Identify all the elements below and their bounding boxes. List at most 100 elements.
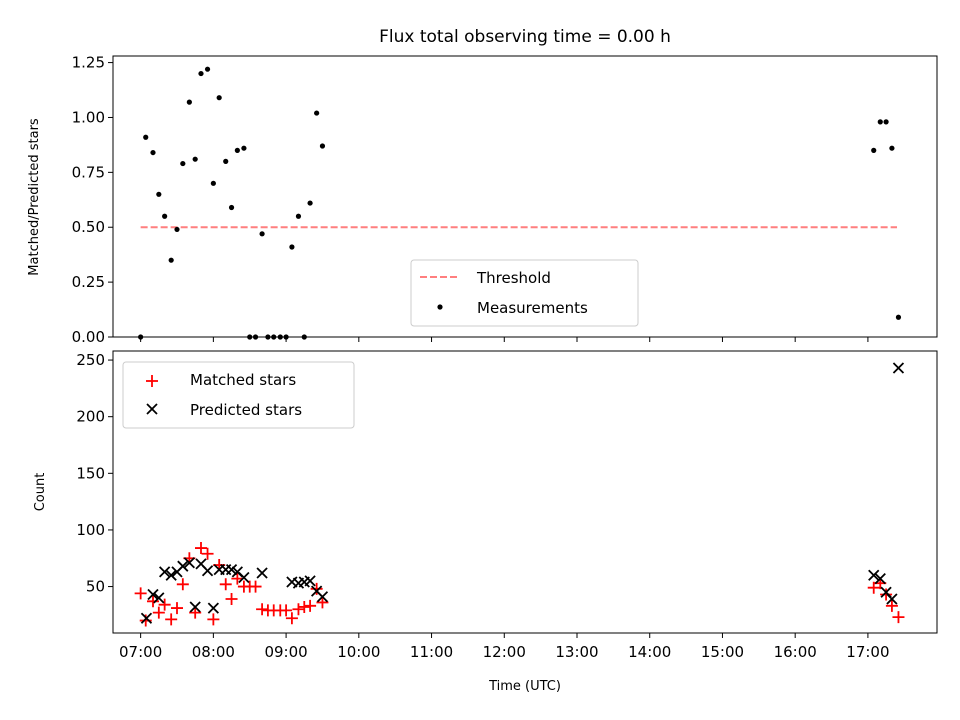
measurement-point xyxy=(192,156,198,162)
matched-stars-point xyxy=(316,596,329,609)
matched-stars-point xyxy=(158,598,171,611)
measurement-point xyxy=(277,334,283,340)
x-tick-label: 09:00 xyxy=(264,643,307,661)
measurement-point xyxy=(889,145,895,151)
measurement-point xyxy=(301,334,307,340)
x-tick-label: 10:00 xyxy=(337,643,380,661)
figure-title: Flux total observing time = 0.00 h xyxy=(379,27,671,47)
legend-measurements-label: Measurements xyxy=(477,299,588,317)
matched-stars-point xyxy=(152,606,165,619)
measurement-point xyxy=(168,257,174,263)
predicted-stars-point xyxy=(868,569,880,581)
matched-stars-point xyxy=(189,606,202,619)
measurement-point xyxy=(883,119,889,125)
legend-matched-label: Matched stars xyxy=(190,371,296,389)
matched-stars-point xyxy=(867,581,880,594)
matched-stars-point xyxy=(176,578,189,591)
measurement-point xyxy=(252,334,259,340)
x-tick-label: 15:00 xyxy=(701,643,744,661)
x-tick-label: 14:00 xyxy=(628,643,671,661)
measurement-point xyxy=(241,145,247,151)
predicted-stars-point xyxy=(177,560,189,572)
x-tick-label: 11:00 xyxy=(410,643,453,661)
predicted-stars-point xyxy=(238,571,250,584)
legend-measurements-swatch xyxy=(437,304,443,310)
y-tick-label: 250 xyxy=(76,351,105,369)
predicted-stars-point xyxy=(158,566,171,578)
y-tick-label: 0.25 xyxy=(72,273,105,291)
bottom-y-axis-label: Count xyxy=(33,473,48,512)
x-tick-label: 07:00 xyxy=(119,643,162,661)
measurement-point xyxy=(289,244,295,250)
measurement-point xyxy=(271,334,277,340)
measurement-point xyxy=(247,334,253,340)
predicted-stars-point xyxy=(189,601,201,613)
measurement-point xyxy=(223,158,229,164)
matched-stars-point xyxy=(171,602,183,615)
bottom-axes: 50 100 150 200 250 07:00 08:00 09:00 10:00 11:00 1… xyxy=(33,350,938,694)
x-tick-label: 13:00 xyxy=(555,643,598,661)
matched-stars-point xyxy=(885,599,898,612)
bottom-axes-marks xyxy=(134,362,905,627)
measurement-point xyxy=(198,70,204,77)
matched-stars-point xyxy=(298,600,311,613)
top-legend-frame xyxy=(410,259,639,327)
y-tick-label: 0.75 xyxy=(72,163,105,181)
legend-threshold-label: Threshold xyxy=(476,269,551,287)
y-tick-label: 150 xyxy=(76,464,105,482)
measurement-point xyxy=(162,213,168,219)
top-axes-marks xyxy=(138,66,902,340)
measurement-point xyxy=(234,147,240,153)
predicted-stars-point xyxy=(304,575,316,587)
y-tick-label: 50 xyxy=(86,578,105,596)
measurement-point xyxy=(150,149,156,156)
x-tick-label: 16:00 xyxy=(774,643,817,661)
predicted-stars-point xyxy=(874,573,886,585)
measurement-point xyxy=(138,334,144,340)
matched-stars-point xyxy=(207,613,220,626)
measurement-point xyxy=(174,226,180,233)
bottom-axes-ticks: 50 100 150 200 250 07:00 08:00 09:00 10:00 11:00 1… xyxy=(76,351,889,661)
legend-predicted-swatch xyxy=(146,403,158,415)
x-tick-label: 12:00 xyxy=(483,643,526,661)
measurement-point xyxy=(307,200,313,206)
measurement-point xyxy=(259,231,265,237)
matched-stars-point xyxy=(285,612,298,625)
top-y-axis-label: Matched/Predicted stars xyxy=(27,118,42,276)
predicted-stars-point xyxy=(256,567,268,579)
top-axes-ticks: 0.00 0.25 0.50 0.75 1.00 1.25 xyxy=(72,54,869,346)
matched-stars-point xyxy=(310,582,323,595)
y-tick-label: 200 xyxy=(76,408,105,426)
predicted-stars-point xyxy=(207,602,220,614)
measurement-point xyxy=(295,213,302,219)
matched-stars-point xyxy=(256,603,269,616)
matched-stars-point xyxy=(147,595,159,608)
x-axis-label: Time (UTC) xyxy=(488,679,561,694)
legend-matched-swatch xyxy=(146,375,158,387)
matched-stars-point xyxy=(249,580,262,593)
x-tick-label: 17:00 xyxy=(846,643,889,661)
measurement-point xyxy=(871,147,877,153)
predicted-stars-point xyxy=(165,569,177,581)
top-axes: 0.00 0.25 0.50 0.75 1.00 1.25 Matched/Predict… xyxy=(27,54,938,346)
matched-stars-point xyxy=(201,547,214,560)
measurement-point xyxy=(204,66,211,72)
top-legend: Threshold Measurements xyxy=(410,259,639,327)
y-tick-label: 100 xyxy=(76,521,105,539)
y-tick-label: 1.25 xyxy=(72,54,105,72)
predicted-stars-point xyxy=(153,592,165,604)
predicted-stars-point xyxy=(886,593,898,605)
bottom-axes-frame xyxy=(112,350,938,634)
matched-stars-point xyxy=(225,593,238,606)
measurement-point xyxy=(895,314,902,320)
predicted-stars-point xyxy=(201,565,214,577)
measurement-point xyxy=(314,110,320,116)
measurement-point xyxy=(319,143,326,149)
bottom-legend-frame xyxy=(122,361,355,429)
matched-stars-point xyxy=(892,611,905,624)
measurement-point xyxy=(877,119,883,125)
matched-stars-point xyxy=(231,572,244,585)
y-tick-label: 1.00 xyxy=(72,108,105,126)
matched-stars-point xyxy=(134,587,147,600)
